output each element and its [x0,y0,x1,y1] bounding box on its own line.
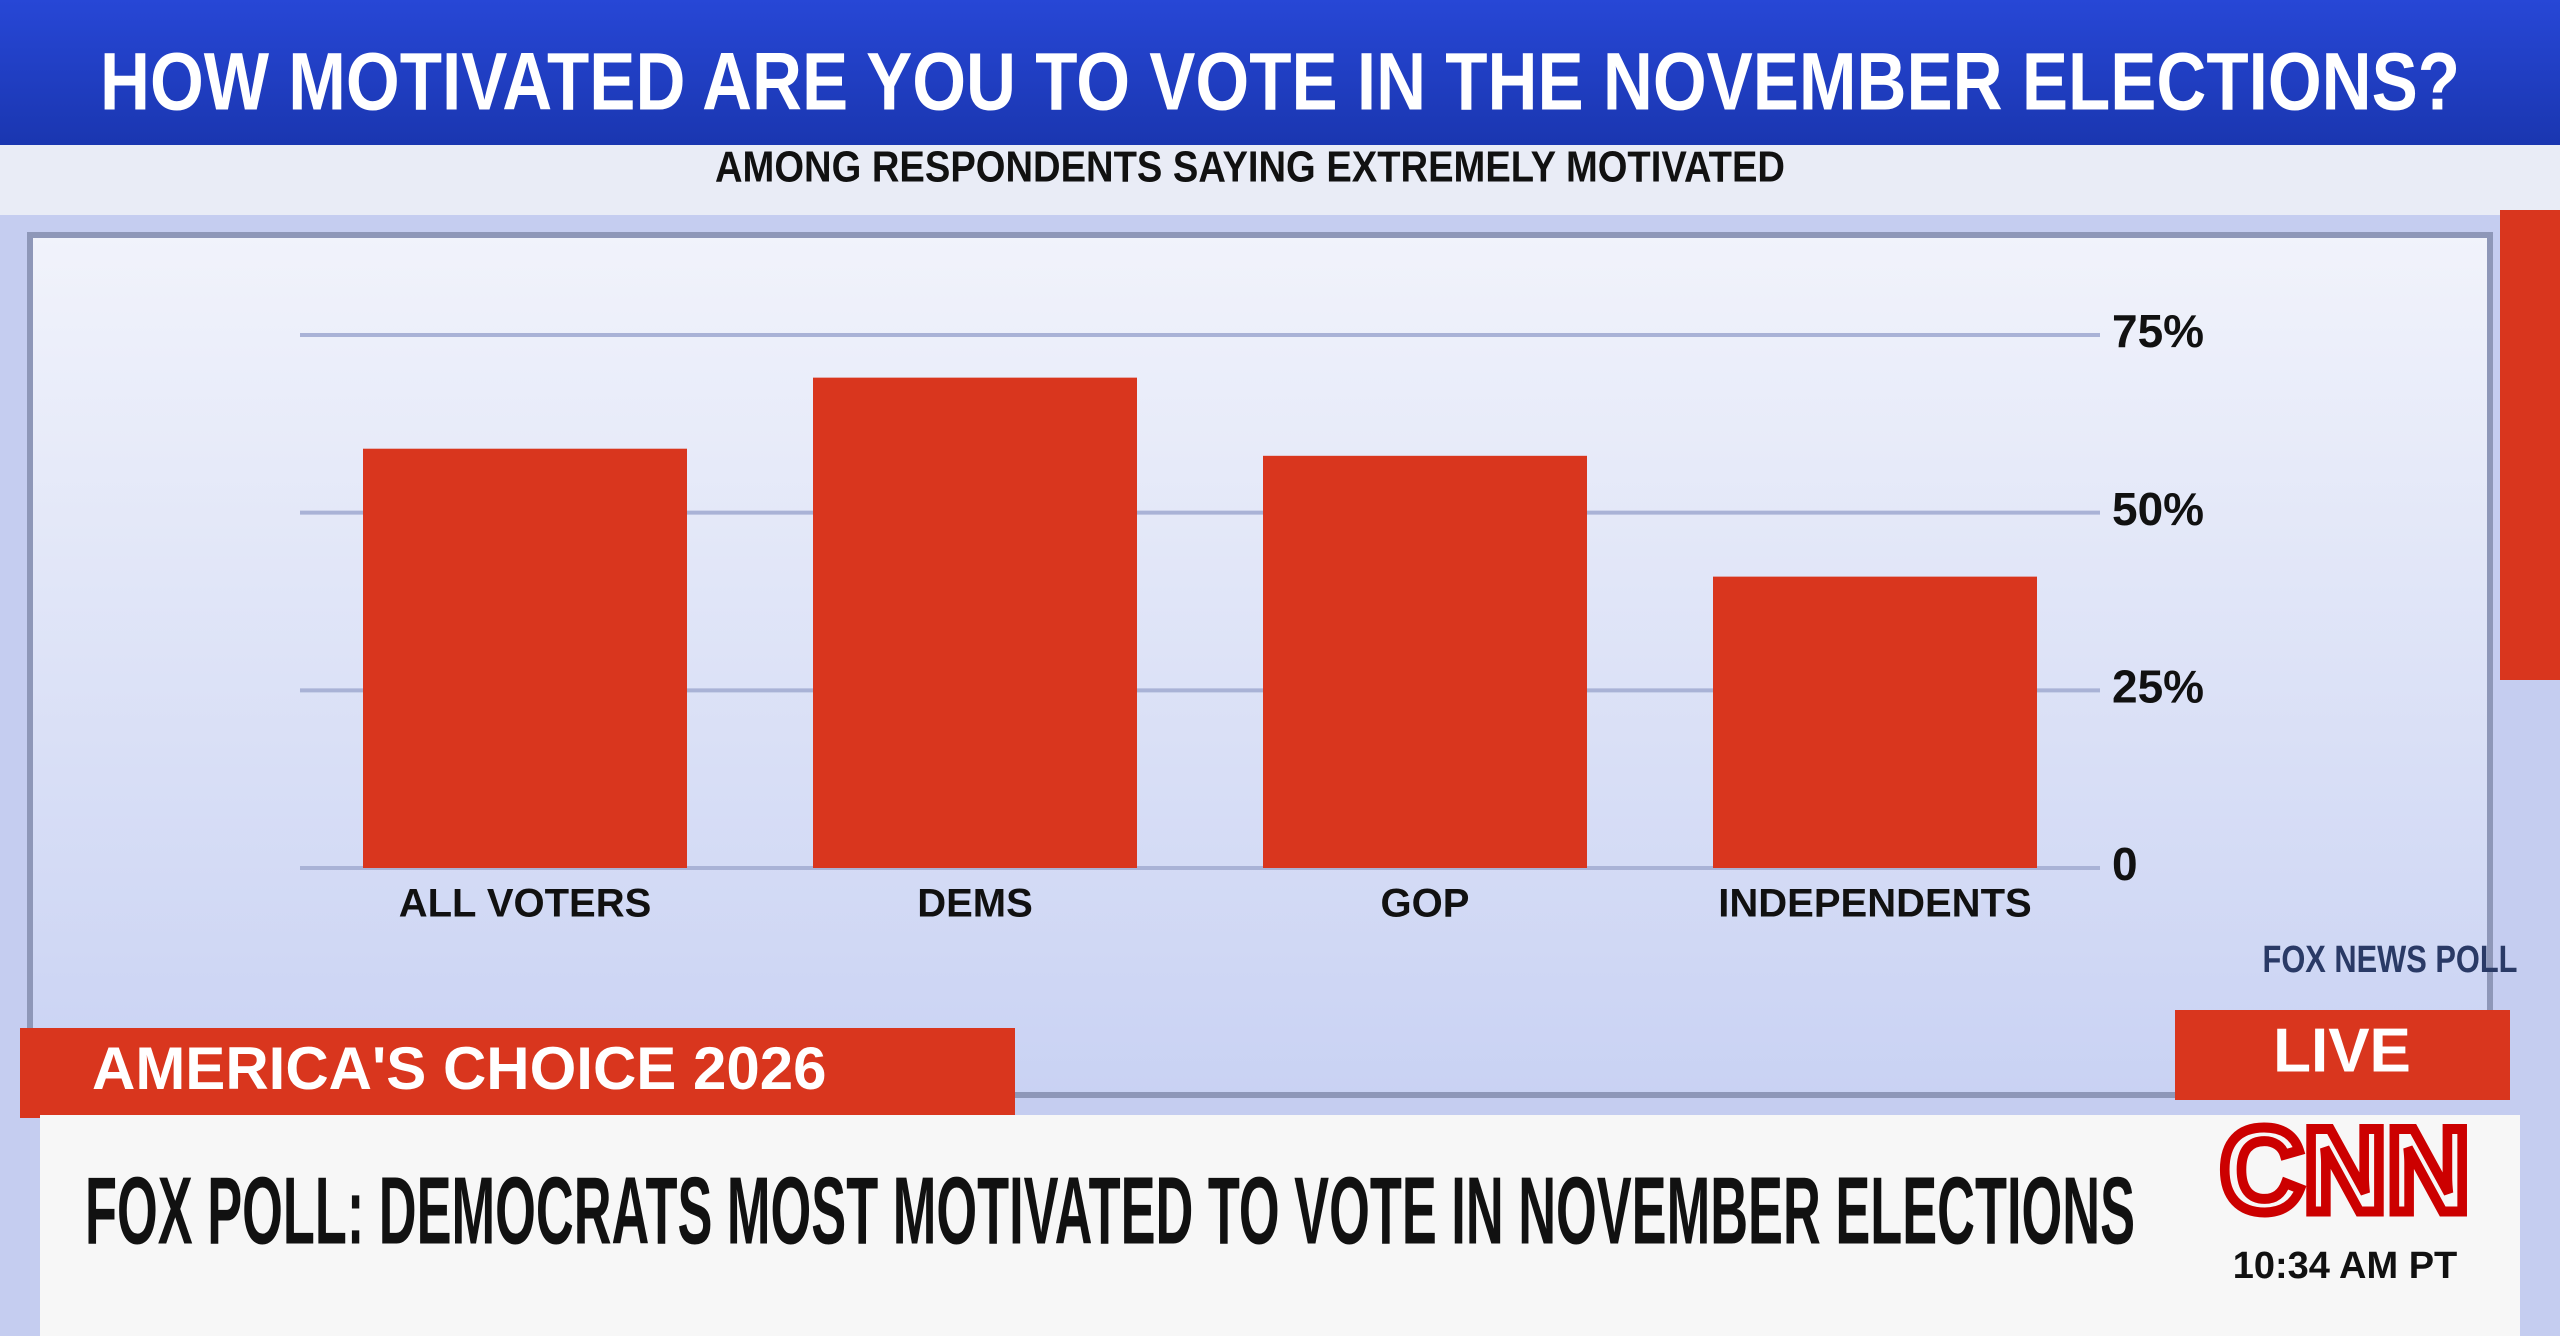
live-label: LIVE [2273,1016,2411,1085]
x-tick-label: GOP [1381,882,1470,926]
headline-bar [40,1115,2520,1336]
bar [1263,455,1587,868]
bar [363,448,687,868]
source: FOX NEWS POLL [2263,939,2518,981]
subtitle-bar [0,145,2560,215]
plot: 0 25% 50% 75% ALL VOTERS DEMS GOP INDEPENDENTS [300,305,2204,926]
x-tick-label: DEMS [917,882,1033,926]
x-tick-label: INDEPENDENTS [1718,882,2031,926]
y-tick-label: 75% [2112,305,2204,357]
title-bar [0,0,2560,145]
chart-title: HOW MOTIVATED ARE YOU TO VOTE IN THE NOV… [100,37,2460,128]
bar [813,377,1137,868]
headline: FOX POLL: DEMOCRATS MOST MOTIVATED TO VO… [85,1157,2135,1264]
y-tick-label: 0 [2112,838,2138,890]
program-label: AMERICA'S CHOICE 2026 [92,1035,826,1102]
network-logo: CNN [2220,1104,2470,1238]
y-tick-label: 25% [2112,660,2204,712]
y-tick-label: 50% [2112,483,2204,535]
chart-subtitle: AMONG RESPONDENTS SAYING EXTREMELY MOTIV… [715,143,1785,192]
time: 10:34 AM PT [2233,1245,2458,1287]
program-tag [20,1028,1015,1118]
live-tag [2175,1010,2510,1100]
x-tick-label: ALL VOTERS [399,882,652,926]
bar [1713,576,2037,868]
side-strip [2500,210,2560,680]
